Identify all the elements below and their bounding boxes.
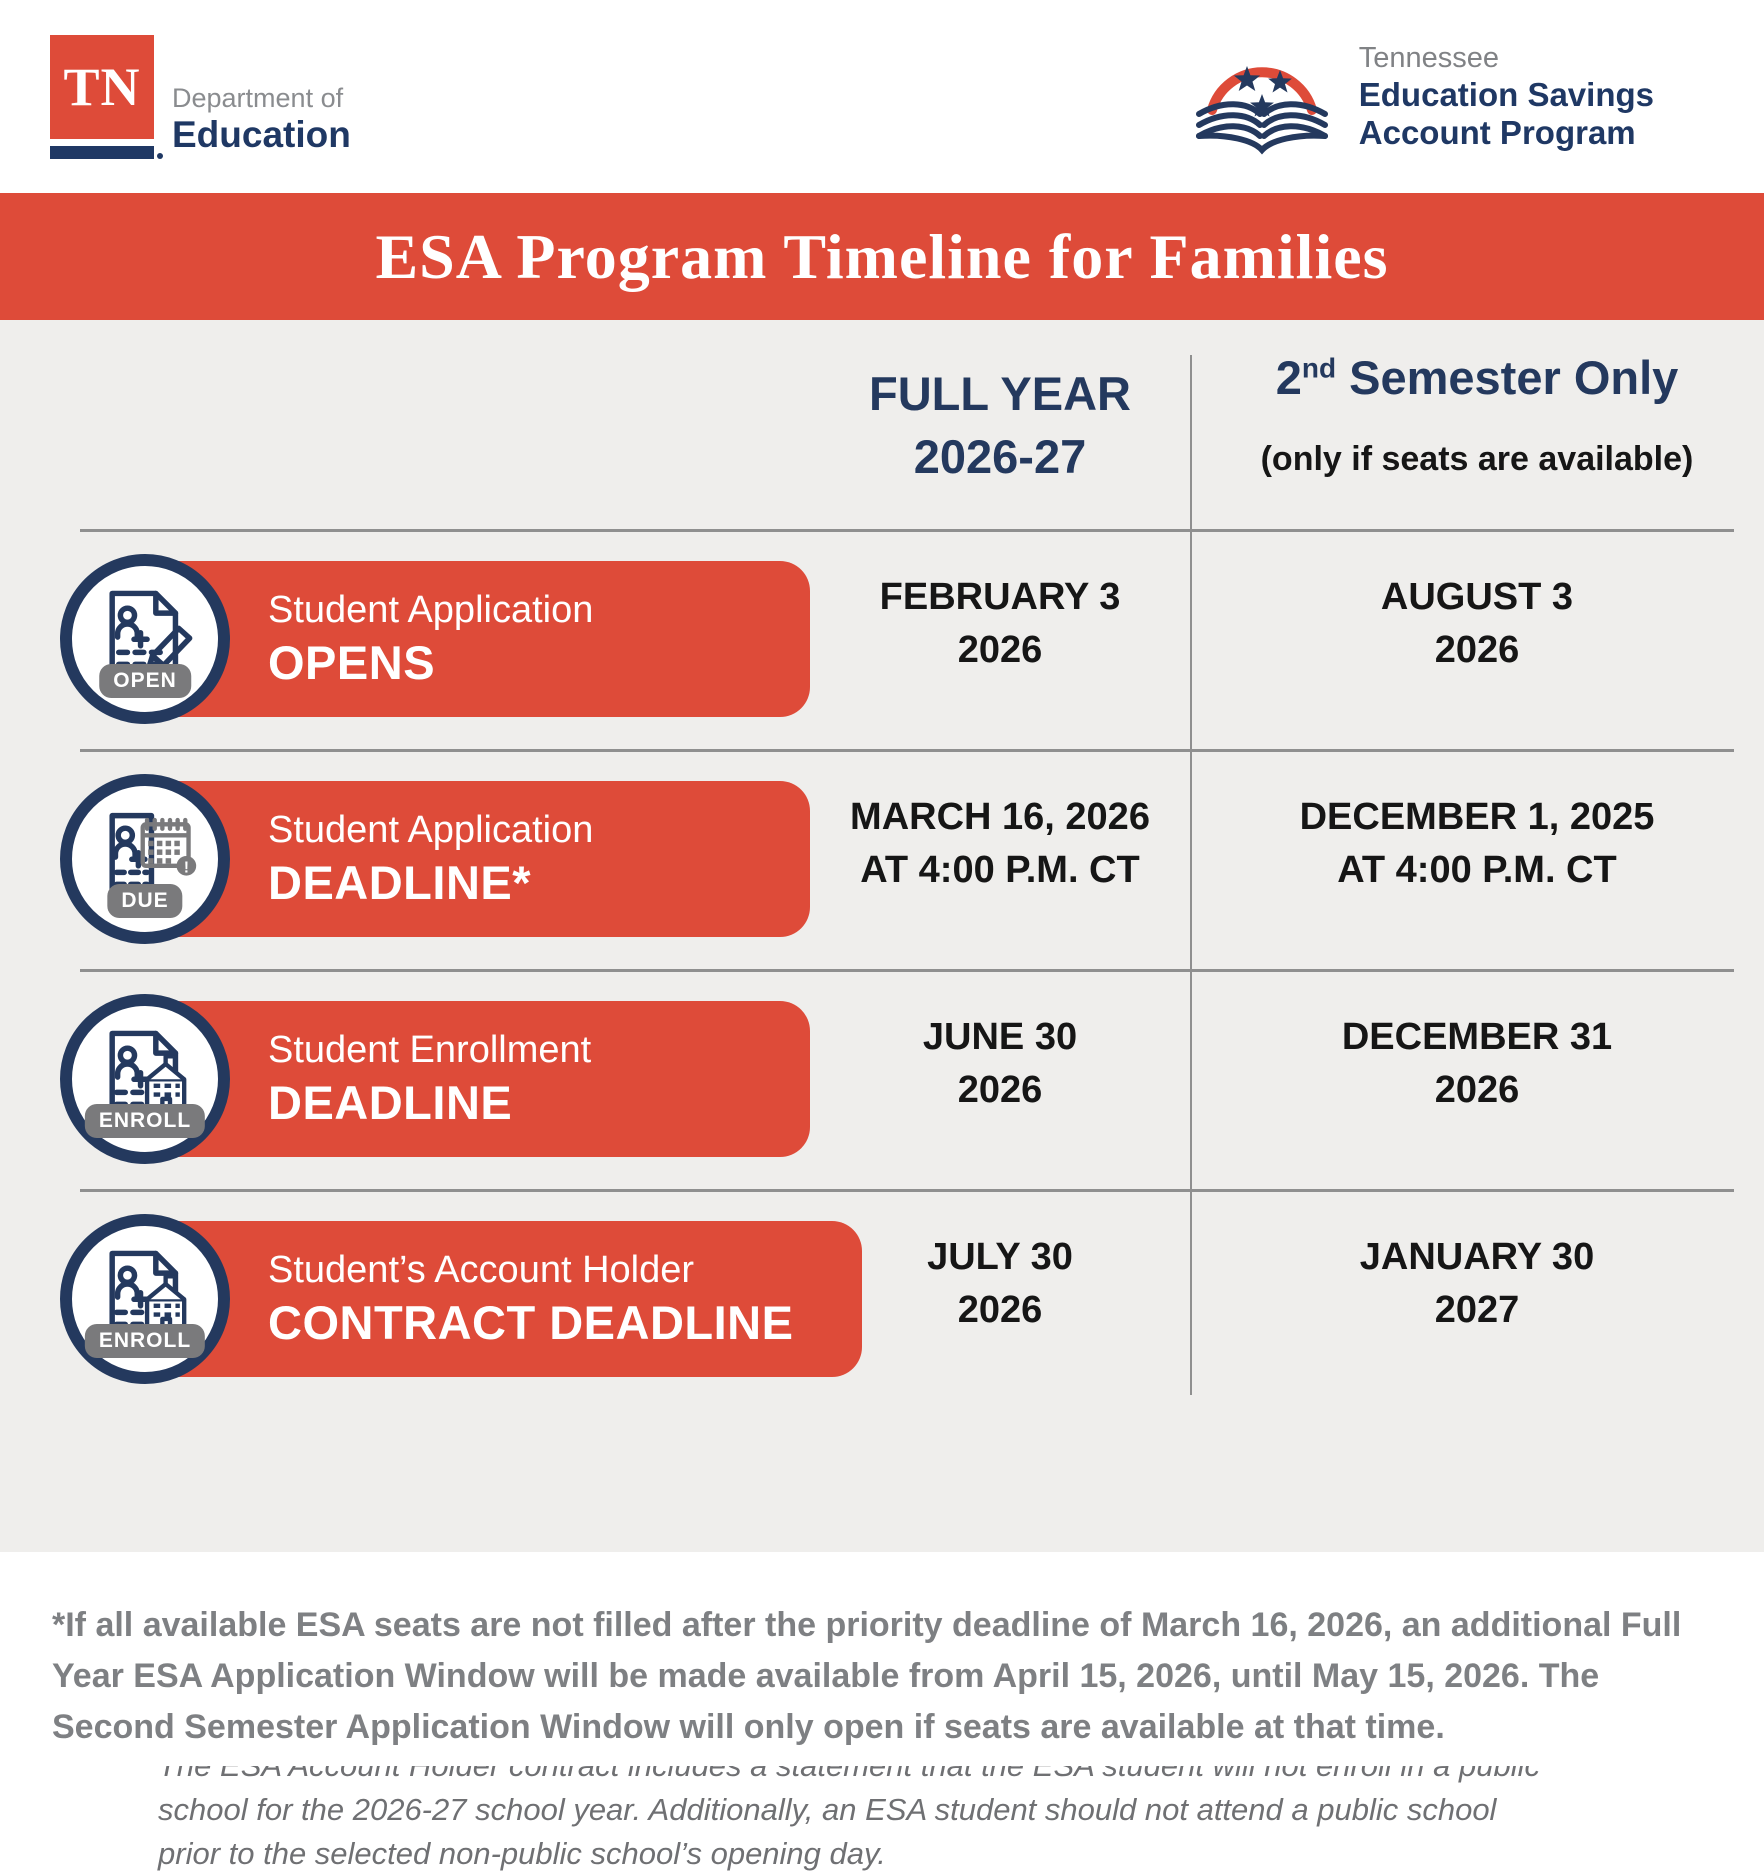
date-line2: AT 4:00 P.M. CT — [1337, 849, 1617, 891]
row-label-line1: Student Application — [268, 589, 594, 632]
second-semester-label: Semester Only — [1336, 351, 1679, 404]
row-label-line1: Student’s Account Holder — [268, 1249, 695, 1292]
date-line1: MARCH 16, 2026 — [850, 795, 1150, 838]
second-semester-number: 2 — [1275, 351, 1302, 404]
full-year-date: MARCH 16, 2026 AT 4:00 P.M. CT — [810, 749, 1190, 969]
esa-program-logo: Tennessee Education Savings Account Prog… — [1187, 38, 1654, 156]
date-line2: 2026 — [1434, 1069, 1520, 1111]
row-label-pill: Student’s Account Holder CONTRACT DEADLI… — [150, 1221, 862, 1377]
open-badge: OPEN — [99, 664, 191, 698]
timeline-row-contract-deadline: ENROLL Student’s Account Holder CONTRACT… — [0, 1189, 1764, 1409]
logo-header: TN Department of Education — [0, 0, 1764, 193]
education-label: Education — [172, 113, 351, 155]
row-label-line2: CONTRACT DEADLINE — [268, 1295, 794, 1349]
enroll-badge: ENROLL — [84, 1324, 206, 1358]
timeline-panel: FULL YEAR 2026-27 2nd Semester Only (onl… — [0, 320, 1764, 1871]
second-semester-date: DECEMBER 31 2026 — [1190, 969, 1764, 1189]
full-year-subtitle: 2026-27 — [913, 430, 1087, 484]
second-semester-date: DECEMBER 1, 2025 AT 4:00 P.M. CT — [1190, 749, 1764, 969]
department-of-label: Department of — [172, 82, 344, 113]
svg-text:!: ! — [184, 859, 189, 876]
application-due-icon-circle: ! DUE — [60, 774, 230, 944]
esa-logo-account-program: Account Program — [1358, 113, 1636, 151]
tn-logo-mark: TN — [50, 34, 163, 159]
date-line2: AT 4:00 P.M. CT — [860, 849, 1140, 891]
second-semester-ordinal: nd — [1301, 352, 1337, 384]
row-label-line1: Student Application — [268, 809, 594, 852]
date-line2: 2026 — [1434, 629, 1520, 671]
footnote: *If all available ESA seats are not fill… — [52, 1606, 1682, 1746]
date-line1: FEBRUARY 3 — [879, 575, 1121, 618]
row-divider — [80, 1189, 1734, 1192]
tn-logo-square: TN — [50, 34, 154, 139]
tn-logo-text: Department of Education — [172, 83, 351, 159]
page-title: ESA Program Timeline for Families — [375, 220, 1389, 292]
date-line1: JUNE 30 — [922, 1015, 1078, 1058]
row-label-line1: Student Enrollment — [268, 1029, 592, 1072]
student-enrollment-icon-circle: ENROLL — [60, 994, 230, 1164]
timeline-row-application-deadline: ! DUE Student Application DEADLINE* MARC… — [0, 749, 1764, 969]
due-badge: DUE — [107, 884, 183, 918]
date-line2: 2026 — [957, 1289, 1043, 1331]
tn-logo-letters: TN — [63, 56, 141, 117]
row-label-pill: Student Enrollment DEADLINE — [150, 1001, 810, 1157]
date-line1: DECEMBER 1, 2025 — [1299, 795, 1655, 838]
timeline-row-enrollment-deadline: ENROLL Student Enrollment DEADLINE JUNE … — [0, 969, 1764, 1189]
title-banner: ESA Program Timeline for Families — [0, 193, 1764, 320]
column-divider — [1190, 355, 1192, 1395]
full-year-title: FULL YEAR — [868, 367, 1131, 420]
contract-enrollment-icon — [109, 1250, 187, 1342]
second-semester-subtitle: (only if seats are available) — [1260, 440, 1694, 479]
row-divider — [80, 529, 1734, 532]
column-headers: FULL YEAR 2026-27 2nd Semester Only (onl… — [0, 320, 1764, 529]
row-label-line2: OPENS — [268, 635, 436, 689]
second-semester-date: AUGUST 3 2026 — [1190, 529, 1764, 749]
row-divider — [80, 749, 1734, 752]
row-label-pill: Student Application DEADLINE* — [150, 781, 810, 937]
date-line1: JANUARY 30 — [1359, 1235, 1595, 1278]
column-header-second-semester: 2nd Semester Only (only if seats are ava… — [1190, 350, 1764, 479]
esa-logo-text: Tennessee Education Savings Account Prog… — [1359, 41, 1654, 152]
row-divider — [80, 969, 1734, 972]
date-line2: 2026 — [957, 1069, 1043, 1111]
date-line1: DECEMBER 31 — [1341, 1015, 1613, 1058]
esa-logo-tennessee: Tennessee — [1358, 42, 1500, 75]
date-line2: 2027 — [1434, 1289, 1520, 1331]
book-stars-arc-icon — [1195, 65, 1328, 154]
footer: *If all available ESA seats are not fill… — [0, 1552, 1764, 1766]
date-line1: AUGUST 3 — [1380, 575, 1574, 618]
full-year-date: FEBRUARY 3 2026 — [810, 529, 1190, 749]
tn-logo-underline — [50, 145, 163, 159]
date-line1: JULY 30 — [927, 1235, 1073, 1278]
full-year-date: JUNE 30 2026 — [810, 969, 1190, 1189]
full-year-date: JULY 30 2026 — [810, 1189, 1190, 1409]
contract-enrollment-icon-circle: ENROLL — [60, 1214, 230, 1384]
esa-logo-education-savings: Education Savings — [1358, 75, 1654, 113]
timeline-row-application-opens: OPEN Student Application OPENS FEBRUARY … — [0, 529, 1764, 749]
second-semester-title: 2nd Semester Only — [1190, 350, 1764, 406]
row-label-line2: DEADLINE* — [268, 855, 532, 909]
row-label-line2: DEADLINE — [268, 1075, 513, 1129]
tn-department-of-education-logo: TN Department of Education — [50, 34, 351, 159]
second-semester-date: JANUARY 30 2027 — [1190, 1189, 1764, 1409]
enroll-badge: ENROLL — [84, 1104, 206, 1138]
row-label-pill: Student Application OPENS — [150, 561, 810, 717]
application-open-icon-circle: OPEN — [60, 554, 230, 724]
date-line2: 2026 — [957, 629, 1043, 671]
column-header-full-year: FULL YEAR 2026-27 — [810, 362, 1190, 489]
